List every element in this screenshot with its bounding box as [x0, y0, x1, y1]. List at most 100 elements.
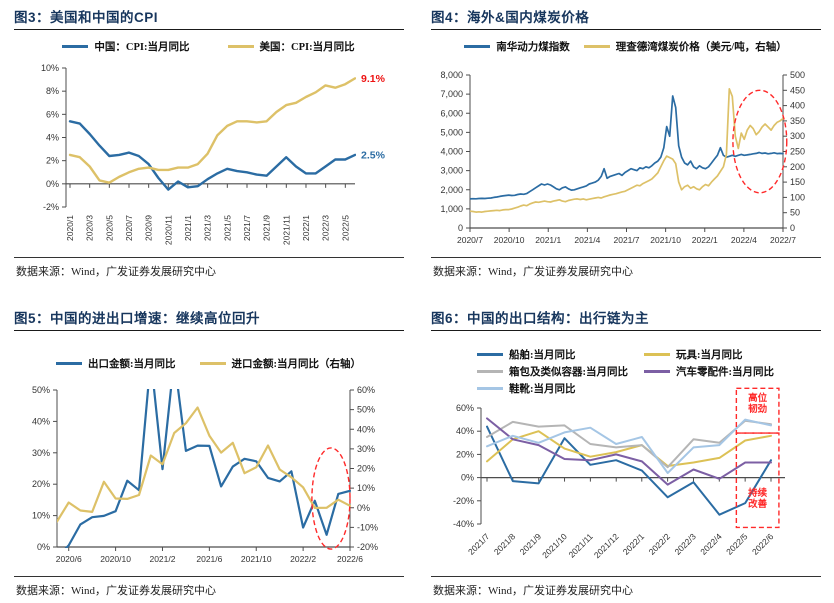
y-tick-label-right: 50%	[357, 405, 375, 415]
y-tick-label: 8,000	[440, 70, 463, 80]
x-tick-label: 2022/2	[647, 531, 673, 557]
y-tick-label-right: -20%	[357, 542, 378, 552]
legend-item: 理查德湾煤炭价格（美元/吨，右轴）	[583, 39, 787, 54]
legend-label: 南华动力煤指数	[496, 42, 570, 53]
series-line-4	[486, 418, 772, 474]
y-tick-label-right: 450	[790, 85, 805, 95]
series-line-2	[486, 419, 772, 469]
figure-title: 图6：中国的出口结构：出行链为主	[431, 311, 650, 326]
x-tick-label: 2021/8	[492, 531, 518, 557]
legend-label: 玩具:当月同比	[676, 350, 743, 361]
legend-line-swatch	[464, 45, 491, 48]
y-tick-label: 6,000	[440, 108, 463, 118]
x-tick-label: 2022/5	[724, 531, 750, 557]
y-tick-label: 50%	[32, 385, 50, 395]
x-tick-label: 2022/2	[290, 554, 316, 564]
x-tick-label: 2020/5	[104, 215, 114, 241]
y-tick-label: 0	[458, 223, 463, 233]
y-tick-label: -40%	[453, 519, 474, 529]
x-tick-label: 2022/3	[672, 531, 698, 557]
x-tick-label: 2021/7	[614, 235, 640, 245]
x-tick-label: 2021/11	[281, 215, 291, 245]
y-tick-label-right: -10%	[357, 522, 378, 532]
y-tick-label: 8%	[46, 86, 59, 96]
x-tick-label: 2020/7	[124, 215, 134, 241]
figure-panel-trade-growth: 图5：中国的进出口增速：继续高位回升 出口金额:当月同比 进口金额:当月同比（右轴…	[0, 301, 417, 603]
source-note: 数据来源：Wind，广发证券发展研究中心	[433, 266, 633, 278]
x-tick-label: 2021/4	[574, 235, 600, 245]
title-rule	[14, 29, 404, 30]
y-tick-label: 5,000	[440, 127, 463, 137]
title-rule	[14, 330, 404, 331]
y-tick-label: -2%	[43, 202, 59, 212]
box-annotation-text: 持续	[748, 487, 768, 499]
series-line-0	[486, 425, 772, 516]
y-tick-label: 60%	[456, 403, 474, 413]
y-tick-label-right: 50	[790, 208, 800, 218]
footer-rule	[14, 257, 404, 258]
y-tick-label-right: 0	[790, 223, 795, 233]
legend-item: 出口金额:当月同比	[56, 356, 176, 371]
legend-item: 汽车零配件:当月同比	[644, 364, 774, 379]
x-tick-label: 2022/1	[621, 531, 647, 557]
legend-line-swatch	[199, 362, 226, 365]
x-tick-label: 2021/3	[203, 215, 213, 241]
x-tick-label: 2021/10	[540, 531, 569, 560]
legend-label: 中国：CPI:当月同比	[94, 42, 190, 53]
x-tick-label: 2020/11	[163, 215, 173, 245]
x-tick-label: 2022/1	[301, 215, 311, 241]
source-note: 数据来源：Wind，广发证券发展研究中心	[16, 266, 216, 278]
y-tick-label: 7,000	[440, 89, 463, 99]
figure-title: 图5：中国的进出口增速：继续高位回升	[14, 311, 261, 326]
box-annotation-text: 高位	[748, 392, 768, 404]
y-tick-label: 1,000	[440, 204, 463, 214]
y-tick-label-right: 20%	[357, 464, 375, 474]
box-annotation-text: 韧劲	[748, 403, 768, 415]
series-line-0	[64, 389, 351, 548]
series-line-1	[68, 77, 356, 184]
chart-legend: 出口金额:当月同比 进口金额:当月同比（右轴）	[8, 356, 409, 371]
legend-line-swatch	[62, 45, 89, 48]
y-tick-label: 2,000	[440, 185, 463, 195]
y-tick-label-right: 400	[790, 101, 805, 111]
figure-panel-export-structure: 图6：中国的出口结构：出行链为主 船舶:当月同比 玩具:当月同比 箱包及类似容器:当…	[417, 301, 834, 603]
y-tick-label-right: 0%	[357, 503, 370, 513]
chart-legend: 南华动力煤指数 理查德湾煤炭价格（美元/吨，右轴）	[425, 39, 826, 54]
legend-line-swatch	[644, 353, 670, 356]
x-tick-label: 2020/9	[144, 215, 154, 241]
chart-legend: 船舶:当月同比 玩具:当月同比 箱包及类似容器:当月同比 汽车零配件:当月同比 鞋靴:当…	[425, 347, 826, 396]
legend-item: 船舶:当月同比	[477, 347, 628, 362]
import-export-line-chart: 50% 40% 30% 20% 10% 0% 60% 50% 40% 30% 20% 10% 0% -10…	[32, 385, 378, 564]
x-tick-label: 2022/4	[731, 235, 757, 245]
x-tick-label: 2021/2	[149, 554, 175, 564]
footer-rule	[14, 576, 404, 577]
title-rule	[431, 330, 821, 331]
legend-label: 理查德湾煤炭价格（美元/吨，右轴）	[615, 42, 787, 53]
legend-line-swatch	[56, 362, 82, 365]
y-tick-label: 0%	[46, 179, 59, 189]
x-tick-label: 2021/10	[241, 554, 272, 564]
legend-label: 汽车零配件:当月同比	[676, 367, 774, 378]
y-tick-label: 10%	[32, 511, 50, 521]
x-tick-label: 2021/7	[466, 531, 492, 557]
x-tick-label: 2021/12	[592, 531, 621, 560]
export-structure-line-chart: 60%40%20%0%-20%-40%2021/7 2021/8 2021/9202…	[453, 387, 785, 560]
series-line-1	[470, 87, 784, 213]
y-tick-label-right: 30%	[357, 444, 375, 454]
legend-line-swatch	[583, 45, 610, 48]
x-tick-label: 2020/6	[56, 554, 82, 564]
x-tick-label: 2022/4	[698, 531, 724, 557]
chart-legend: 中国：CPI:当月同比 美国：CPI:当月同比	[8, 39, 409, 54]
x-tick-label: 2022/6	[750, 531, 776, 557]
legend-item: 进口金额:当月同比（右轴）	[199, 356, 361, 371]
y-tick-label: 3,000	[440, 166, 463, 176]
legend-label: 鞋靴:当月同比	[509, 384, 576, 395]
x-tick-label: 2020/7	[457, 235, 483, 245]
x-tick-label: 2020/3	[85, 215, 95, 241]
y-tick-label: 40%	[456, 426, 474, 436]
footer-rule	[431, 257, 821, 258]
cpi-line-chart: 10% 8% 6% 4% 2% 0% -2% 2020/1 2020/3 2020/5 2020/7…	[41, 63, 386, 245]
y-tick-label-right: 200	[790, 162, 805, 172]
y-tick-label: -20%	[453, 496, 474, 506]
